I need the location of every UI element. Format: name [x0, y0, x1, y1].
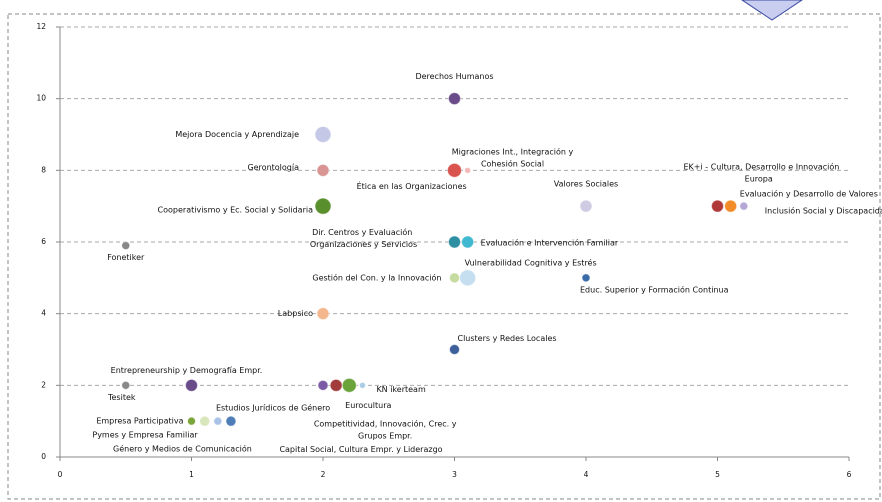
data-label: Gestión del Con. y la Innovación [312, 272, 441, 282]
y-tick-label: 10 [36, 94, 46, 103]
x-tick-label: 5 [715, 470, 720, 479]
bubble [317, 379, 329, 391]
data-label: Pymes y Empresa Familiar [92, 431, 198, 440]
y-tick-label: 6 [41, 237, 46, 246]
data-label: Ética en las Organizaciones [357, 180, 467, 191]
data-label: Labpsico [278, 309, 313, 318]
bubble [724, 199, 738, 213]
bubble [225, 415, 237, 427]
bubble [461, 235, 475, 249]
arrow-shape [741, 0, 803, 21]
bubble [711, 199, 724, 213]
bubble [459, 269, 477, 287]
y-tick-label: 8 [41, 165, 46, 174]
bubble [316, 163, 330, 177]
bubble [213, 416, 223, 426]
x-tick-label: 4 [584, 470, 589, 479]
data-label: Fonetiker [107, 253, 145, 262]
data-label: Migraciones Int., Integración y Cohesión … [452, 146, 574, 168]
data-label: Género y Medios de Comunicación [113, 444, 252, 454]
data-label: KN ikerteam [376, 385, 426, 394]
bubble [185, 378, 198, 392]
data-label: Vulnerabilidad Cognitiva y Estrés [465, 257, 597, 267]
bubble [447, 162, 462, 178]
x-tick-label: 0 [58, 470, 63, 479]
data-label: Empresa Participativa [96, 417, 183, 426]
y-tick-label: 0 [41, 452, 46, 461]
data-label: Evaluación y Desarrollo de Valores [740, 189, 878, 199]
x-tick-label: 6 [847, 470, 852, 479]
bubble [739, 201, 749, 211]
bubble [358, 381, 366, 389]
bubble [329, 378, 343, 392]
x-tick-label: 3 [452, 470, 457, 479]
bubble [341, 377, 357, 393]
data-label: EK+i - Cultura, Desarrollo e Innovación [684, 162, 840, 172]
x-tick-label: 2 [321, 470, 326, 479]
bubble [448, 92, 461, 106]
bubble [316, 307, 330, 321]
y-tick-label: 4 [41, 309, 46, 318]
bubble [464, 166, 472, 174]
chart-border [7, 13, 881, 500]
bubble [581, 273, 591, 283]
data-label: Europa [745, 175, 773, 184]
data-label: Estudios Jurídicos de Género [216, 403, 330, 413]
data-label: Clusters y Redes Locales [458, 334, 557, 343]
bubble [199, 415, 211, 427]
data-label: Capital Social, Cultura Empr. y Liderazg… [279, 445, 442, 454]
data-label: Evaluación e Intervención Familiar [481, 238, 619, 248]
data-label: Eurocultura [345, 401, 391, 410]
bubble [121, 241, 131, 251]
data-label: Educ. Superior y Formación Continua [580, 284, 729, 294]
bubble [448, 235, 461, 249]
data-label: Valores Sociales [554, 180, 618, 189]
x-tick-label: 1 [189, 470, 194, 479]
bubble [579, 199, 593, 213]
bubble [314, 126, 332, 143]
bubble [449, 344, 460, 355]
data-label: Cooperativismo y Ec. Social y Solidaria [158, 206, 314, 215]
y-tick-label: 2 [41, 380, 46, 389]
bubble [314, 197, 332, 215]
data-label: Tesitek [107, 393, 136, 402]
y-tick-label: 12 [36, 22, 46, 31]
data-label: Entrepreneurship y Demografía Empr. [111, 366, 263, 375]
bubble [187, 416, 196, 426]
data-label: Inclusión Social y Discapacida [765, 206, 882, 216]
data-label: Competitividad, Innovación, Crec. y Grupo… [314, 418, 457, 440]
data-label: Gerontología [247, 163, 299, 172]
bubble [121, 380, 131, 390]
data-label: Derechos Humanos [415, 72, 493, 81]
data-label: Mejora Docencia y Aprendizaje [175, 130, 299, 139]
data-label: Dir. Centros y Evaluación Organizaciones… [310, 227, 417, 249]
bubble [449, 272, 460, 284]
